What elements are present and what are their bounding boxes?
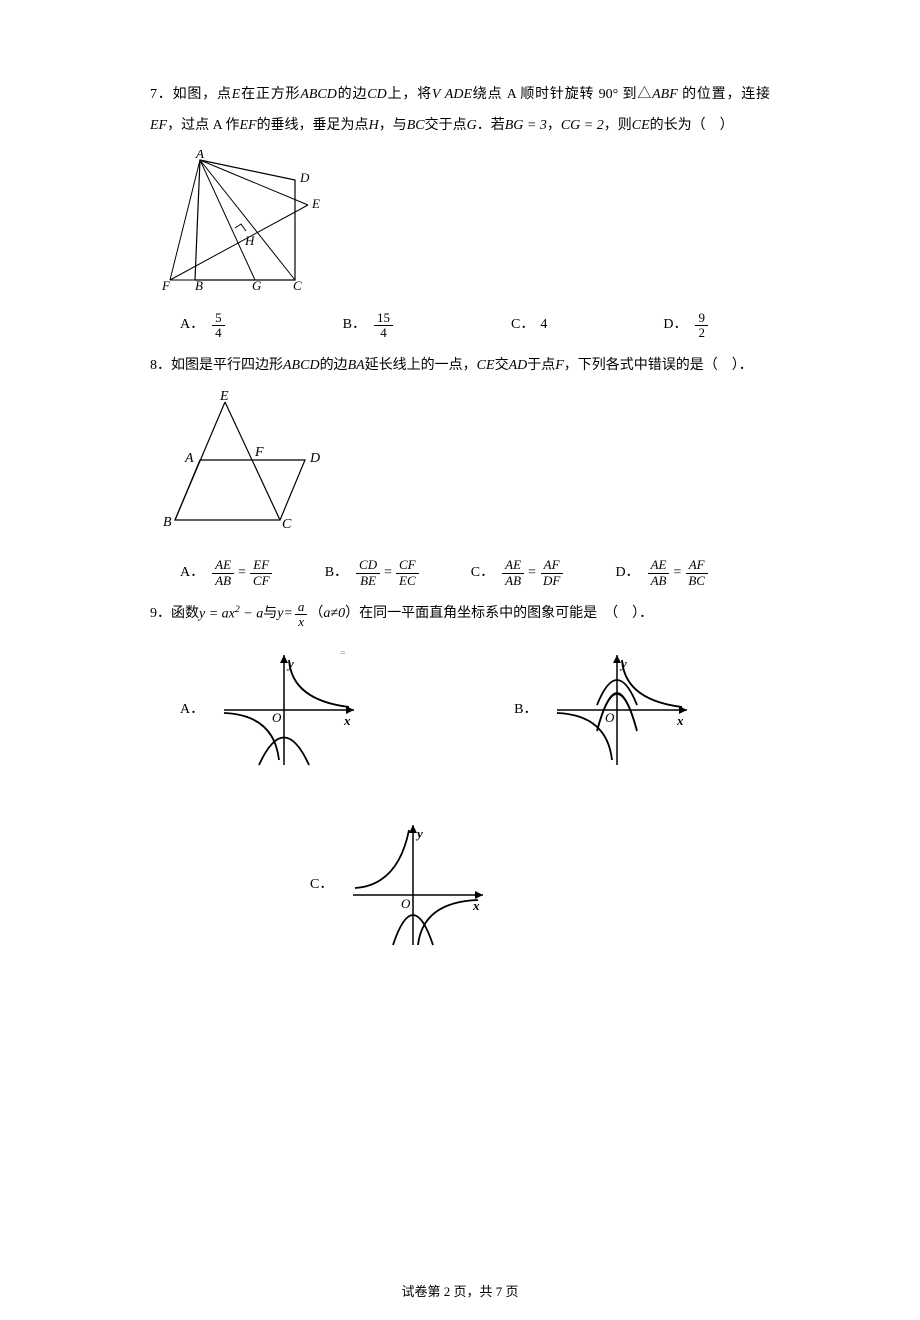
option-7d: D． 92	[663, 310, 710, 341]
problem-8-options: A． AEAB = EFCF B． CDBE = CFEC C． AEAB = …	[180, 558, 750, 589]
svg-text:D: D	[299, 170, 310, 185]
problem-7-text: 7．如图，点E在正方形ABCD的边CD上，将V ADE绕点 A 顺时针旋转 90…	[150, 80, 770, 142]
option-7a: A． 54	[180, 310, 227, 341]
figure-8-svg: E A F D B C	[160, 390, 330, 530]
problem-number: 7．	[150, 87, 173, 102]
graph-9a: y x O	[214, 650, 364, 770]
svg-text:G: G	[252, 278, 262, 290]
option-9c: C． y x O	[280, 820, 770, 950]
svg-text:x: x	[343, 713, 351, 728]
svg-text:A: A	[195, 150, 204, 161]
svg-text:F: F	[254, 445, 264, 460]
svg-text:H: H	[244, 233, 255, 248]
svg-text:O: O	[401, 896, 411, 911]
problem-7: 7．如图，点E在正方形ABCD的边CD上，将V ADE绕点 A 顺时针旋转 90…	[150, 80, 770, 341]
option-8b: B． CDBE = CFEC	[325, 558, 421, 589]
svg-text:x: x	[472, 898, 480, 913]
svg-text:y: y	[619, 656, 627, 671]
option-9a: A． y x O	[150, 650, 364, 770]
figure-7-svg: A D E H F B G C	[160, 150, 320, 290]
page-footer: 试卷第 2 页，共 7 页	[0, 1281, 920, 1300]
problem-8: 8．如图是平行四边形ABCD的边BA延长线上的一点，CE交AD于点F，下列各式中…	[150, 351, 770, 588]
problem-9: 9．函数 y = ax2 − a 与 y = ax （a≠0）在同一平面直角坐标…	[150, 599, 770, 950]
svg-text:O: O	[605, 710, 615, 725]
problem-8-text: 8．如图是平行四边形ABCD的边BA延长线上的一点，CE交AD于点F，下列各式中…	[150, 351, 770, 382]
problem-number: 9．	[150, 599, 171, 630]
svg-text:E: E	[219, 390, 229, 404]
svg-text:F: F	[161, 278, 171, 290]
svg-text:y: y	[415, 826, 423, 841]
svg-text:O: O	[272, 710, 282, 725]
svg-text:D: D	[309, 451, 320, 466]
svg-text:y: y	[286, 656, 294, 671]
svg-text:A: A	[184, 451, 194, 466]
option-8d: D． AEAB = AFBC	[615, 558, 710, 589]
problem-8-figure: E A F D B C	[160, 390, 770, 543]
svg-text:C: C	[282, 517, 292, 530]
problem-9-row1: A． y x O B．	[150, 650, 770, 800]
option-7b: B． 154	[343, 310, 395, 341]
problem-9-text: 9．函数 y = ax2 − a 与 y = ax （a≠0）在同一平面直角坐标…	[150, 599, 770, 630]
problem-number: 8．	[150, 358, 171, 373]
svg-text:E: E	[311, 196, 320, 211]
watermark: =	[340, 648, 346, 659]
graph-9c: y x O	[343, 820, 493, 950]
graph-9b: y x O	[547, 650, 697, 770]
svg-text:C: C	[293, 278, 302, 290]
option-8c: C． AEAB = AFDF	[471, 558, 565, 589]
problem-7-options: A． 54 B． 154 C． 4 D． 92	[180, 310, 750, 341]
option-7c: C． 4	[511, 310, 547, 341]
svg-text:x: x	[676, 713, 684, 728]
svg-text:B: B	[163, 515, 172, 530]
option-9b: B． y x O	[484, 650, 697, 770]
svg-text:B: B	[195, 278, 203, 290]
problem-7-figure: A D E H F B G C	[160, 150, 770, 303]
option-8a: A． AEAB = EFCF	[180, 558, 275, 589]
